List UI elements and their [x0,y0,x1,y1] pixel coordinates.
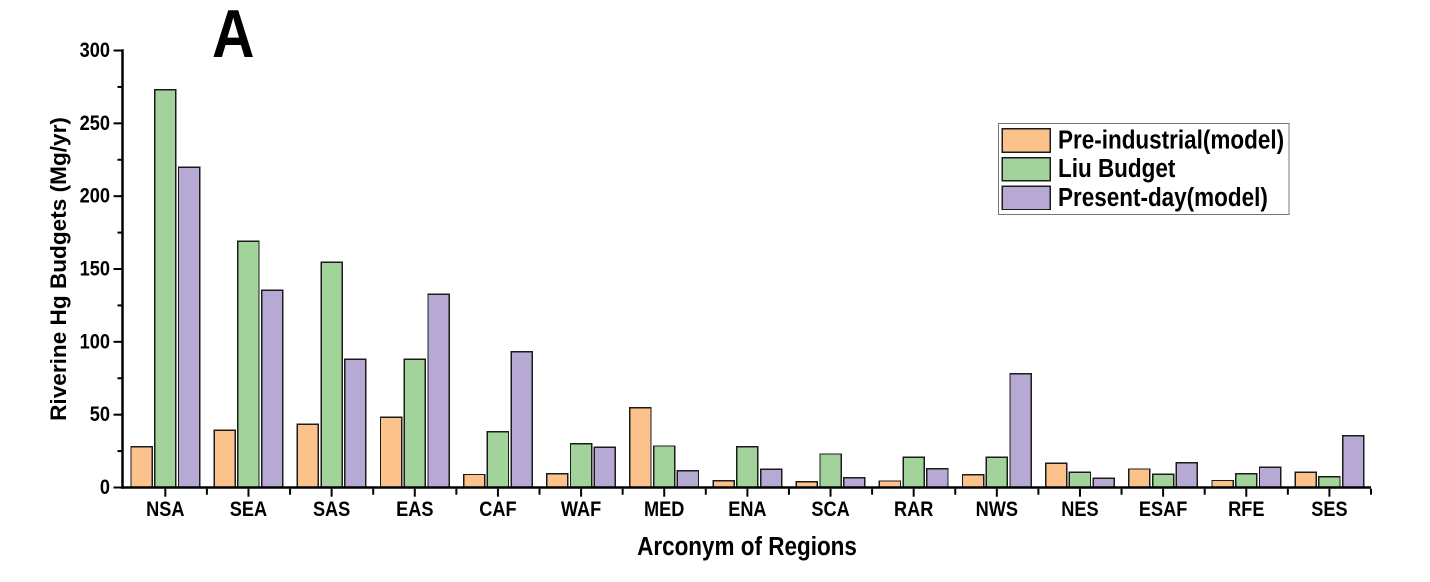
svg-text:250: 250 [80,112,110,136]
svg-text:SES: SES [1311,498,1347,522]
svg-text:0: 0 [100,476,110,500]
svg-text:50: 50 [90,403,110,427]
svg-text:Arconym of Regions: Arconym of Regions [637,533,857,562]
svg-text:SAS: SAS [313,498,350,522]
svg-text:Riverine Hg Budgets (Mg/yr): Riverine Hg Budgets (Mg/yr) [46,117,71,421]
svg-text:Liu Budget: Liu Budget [1058,155,1175,184]
svg-text:200: 200 [80,184,110,208]
svg-text:SCA: SCA [811,498,849,522]
svg-text:RAR: RAR [894,498,933,522]
svg-text:NES: NES [1061,498,1098,522]
svg-text:SEA: SEA [230,498,267,522]
svg-text:Present-day(model): Present-day(model) [1058,183,1268,212]
svg-text:NWS: NWS [976,498,1018,522]
svg-text:MED: MED [644,498,684,522]
svg-text:NSA: NSA [146,498,184,522]
svg-text:A: A [212,0,254,72]
svg-text:EAS: EAS [396,498,433,522]
svg-text:150: 150 [80,257,110,281]
svg-text:WAF: WAF [561,498,601,522]
svg-text:Pre-industrial(model): Pre-industrial(model) [1058,126,1284,155]
svg-text:ENA: ENA [728,498,766,522]
svg-text:ESAF: ESAF [1139,498,1187,522]
svg-text:RFE: RFE [1228,498,1264,522]
svg-text:100: 100 [80,330,110,354]
svg-text:CAF: CAF [479,498,516,522]
svg-text:300: 300 [80,39,110,63]
